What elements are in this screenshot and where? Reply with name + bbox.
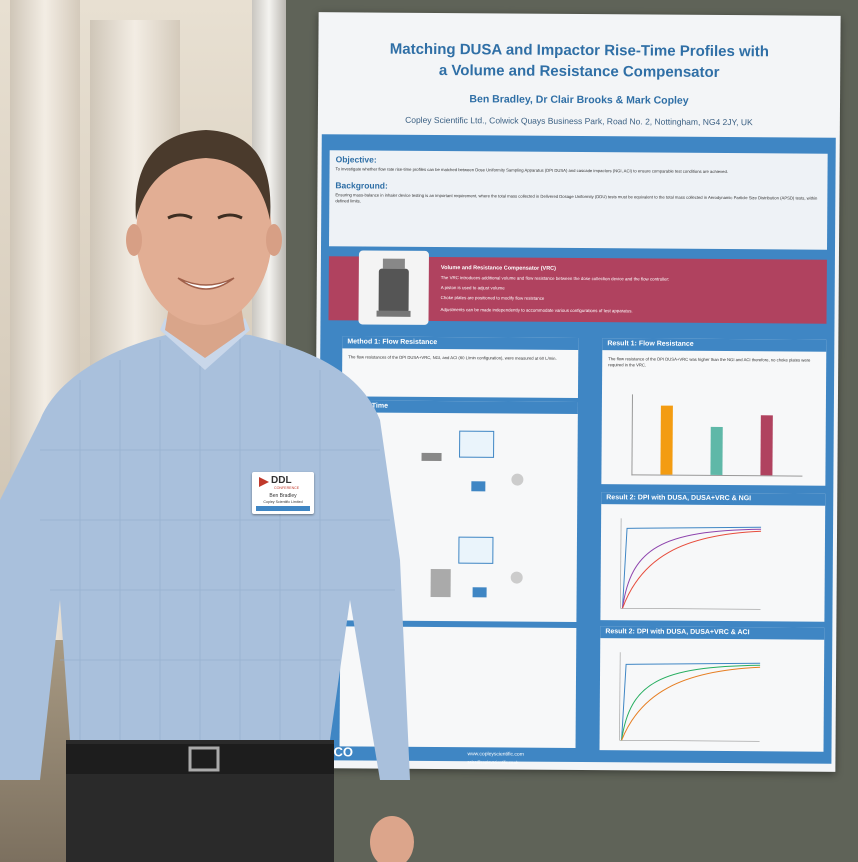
bar-2 [760,415,773,476]
footer-url: www.copleyscientific.com [467,751,524,758]
badge-org: Copley Scientific Limited [263,500,303,504]
vrc-bullet-2: Choke plates are positioned to modify fl… [440,295,545,301]
result-2b-panel: Result 2: DPI with DUSA, DUSA+VRC & ACI [599,626,825,752]
result-2b-heading: Result 2: DPI with DUSA, DUSA+VRC & ACI [600,626,825,640]
poster-title-line2: a Volume and Resistance Compensator [438,62,720,81]
result-2b-line-chart [619,652,761,742]
vrc-bullet-1: A piston is used to adjust volume [440,285,505,291]
background-text: Ensuring mass-balance in inhaler device … [335,192,818,204]
result-1-text: The flow resistance of the DPI DUSA+VRC … [608,356,811,368]
badge-logo-sub: CONFERENCE [274,486,300,490]
poster-affiliation: Copley Scientific Ltd., Colwick Quays Bu… [405,114,753,128]
badge-name: Ben Bradley [269,493,297,499]
method-1-panel: Method 1: Flow Resistance The flow resis… [341,336,579,399]
badge-logo: DDL [271,475,292,486]
vrc-device-drawing [376,258,411,317]
badge-footer-strip [256,506,310,511]
result-2a-line-chart [620,518,762,610]
conclusion-panel [339,626,577,748]
method-2-panel: 2: Rise Time [340,400,578,623]
poster-body: Objective: To investigate whether flow r… [317,134,836,765]
vrc-section: Volume and Resistance Compensator (VRC) … [328,250,827,325]
vrc-title: Volume and Resistance Compensator (VRC) [440,265,557,272]
background-heading: Background: [335,180,388,191]
result-2a-heading: Result 2: DPI with DUSA, DUSA+VRC & NGI [601,492,826,506]
result-1-panel: Result 1: Flow Resistance The flow resis… [601,338,827,486]
method-1-text: The flow resistances of the DPI DUSA+VRC… [348,354,557,361]
pillar-right [90,20,180,640]
name-badge: DDL CONFERENCE Ben Bradley Copley Scient… [252,472,314,514]
poster-title-line1: Matching DUSA and Impactor Rise-Time Pro… [389,40,770,61]
poster: Matching DUSA and Impactor Rise-Time Pro… [313,12,841,772]
poster-title: Matching DUSA and Impactor Rise-Time Pro… [332,38,826,83]
result-1-heading: Result 1: Flow Resistance [602,338,827,352]
method-2-schematics [421,430,524,598]
footer-email: sales@copleyscientific.co.uk [467,759,519,765]
method-2-heading: 2: Rise Time [341,400,578,415]
method-1-heading: Method 1: Flow Resistance [342,336,579,351]
vrc-device-image [358,250,429,325]
poster-authors: Ben Bradley, Dr Clair Brooks & Mark Copl… [469,93,689,107]
objective-heading: Objective: [335,154,377,165]
ddl-logo-icon [259,477,269,487]
bar-0 [660,405,673,475]
vrc-outro: Adjustments can be made independently to… [440,307,633,314]
result-2a-panel: Result 2: DPI with DUSA, DUSA+VRC & NGI [600,492,826,622]
vrc-intro: The VRC introduces additional volume and… [440,275,670,282]
bar-1 [710,426,723,476]
footer-logo: CO [333,744,354,760]
stand-frame [252,0,286,862]
pillar-left [10,0,80,640]
objective-section: Objective: To investigate whether flow r… [329,150,828,250]
result-1-bar-chart [631,394,803,477]
objective-text: To investigate whether flow rate rise-ti… [335,166,728,175]
